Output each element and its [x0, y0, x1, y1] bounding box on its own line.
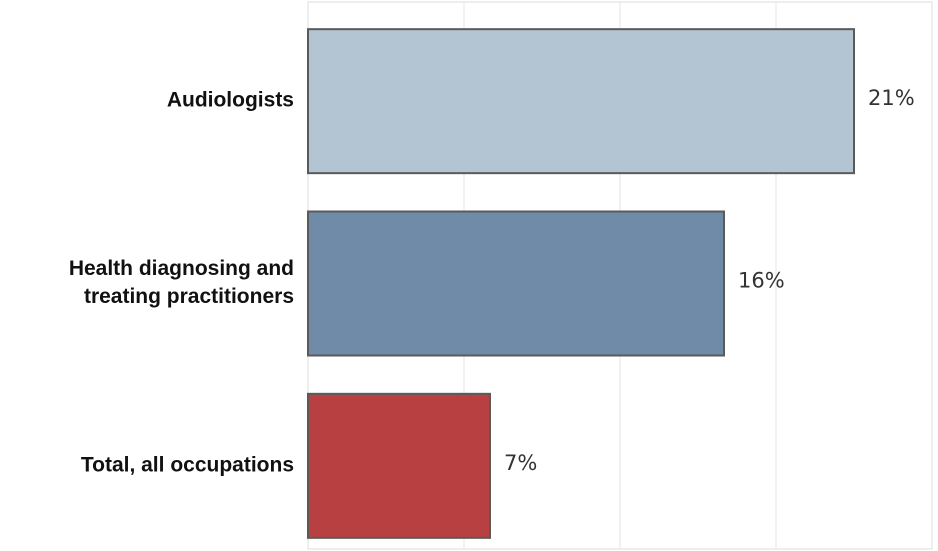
category-label-line: Audiologists	[167, 89, 294, 112]
value-label-3: 7%	[504, 451, 537, 475]
category-label-line: treating practitioners	[84, 285, 294, 308]
category-label-2: Health diagnosing and treating practition…	[69, 257, 294, 308]
bar-1	[307, 28, 855, 175]
bar-2	[307, 210, 725, 357]
bar-3	[307, 392, 491, 539]
category-label-line: Total, all occupations	[81, 453, 294, 476]
value-label-1: 21%	[868, 86, 915, 110]
value-labels: 21% 16% 7%	[504, 86, 915, 475]
category-label-line: Health diagnosing and	[69, 257, 294, 280]
category-label-1: Audiologists	[167, 89, 294, 112]
value-label-2: 16%	[738, 269, 785, 293]
bars-group	[307, 28, 855, 539]
category-label-3: Total, all occupations	[81, 453, 294, 476]
category-labels: Audiologists Health diagnosing and treatin…	[69, 89, 294, 477]
